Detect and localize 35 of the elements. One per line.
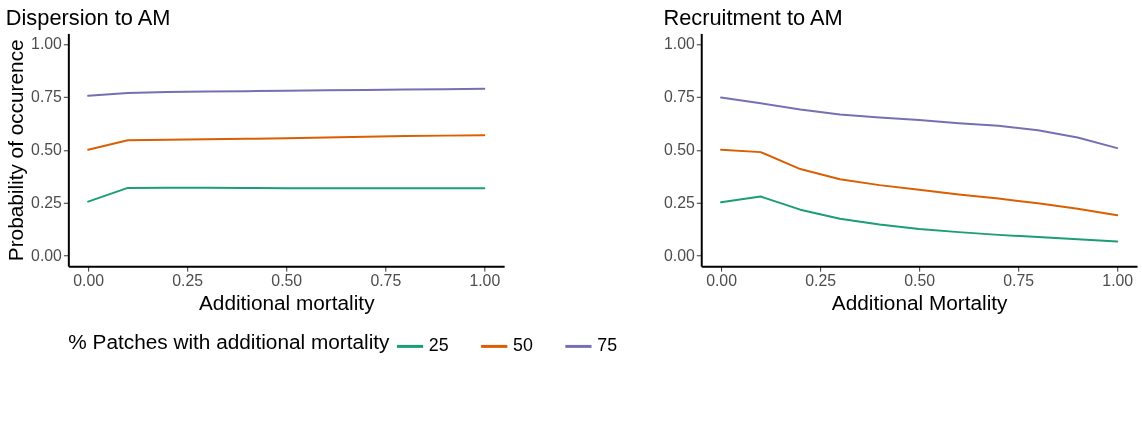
legend-title: % Patches with additional mortality	[68, 330, 391, 354]
y-tick-label: 0.00	[663, 247, 695, 265]
y-tick-label: 0.75	[663, 88, 695, 106]
legend-label: 50	[513, 335, 533, 356]
x-tick-label: 0.25	[805, 272, 837, 290]
y-tick-label: 1.00	[663, 35, 695, 53]
line-series	[87, 186, 486, 203]
x-tick-label: 1.00	[1102, 272, 1134, 290]
chart-title: Recruitment to AM	[663, 4, 843, 30]
x-tick-label: 1.00	[469, 272, 501, 290]
y-tick-label: 0.75	[31, 88, 63, 106]
line-series	[720, 148, 1119, 217]
x-tick-label: 0.75	[370, 272, 402, 290]
line-series	[87, 87, 486, 97]
y-tick-label: 0.50	[663, 141, 695, 159]
line-series	[87, 134, 486, 151]
x-tick-label: 0.00	[706, 272, 738, 290]
x-axis-title: Additional Mortality	[831, 291, 1009, 315]
chart-title: Dispersion to AM	[5, 4, 171, 30]
y-tick-label: 0.25	[31, 194, 63, 212]
x-axis-title: Additional mortality	[198, 291, 376, 315]
y-tick-label: 0.00	[31, 247, 63, 265]
x-tick-label: 0.00	[73, 272, 105, 290]
line-series	[720, 96, 1119, 150]
line-series	[720, 195, 1119, 243]
x-tick-label: 0.75	[1003, 272, 1035, 290]
legend-label: 75	[597, 335, 618, 356]
y-tick-label: 1.00	[31, 35, 63, 53]
legend-label: 25	[428, 335, 449, 356]
y-tick-label: 0.25	[663, 194, 695, 212]
x-tick-label: 0.25	[172, 272, 204, 290]
y-axis-title: Probability of occurence	[4, 39, 28, 262]
x-tick-label: 0.50	[904, 272, 936, 290]
y-tick-label: 0.50	[31, 141, 63, 159]
x-tick-label: 0.50	[271, 272, 303, 290]
